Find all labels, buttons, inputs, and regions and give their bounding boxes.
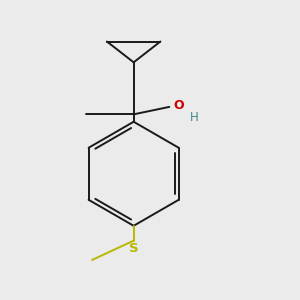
Text: S: S [129, 242, 139, 255]
Text: H: H [190, 111, 199, 124]
Text: O: O [173, 99, 184, 112]
